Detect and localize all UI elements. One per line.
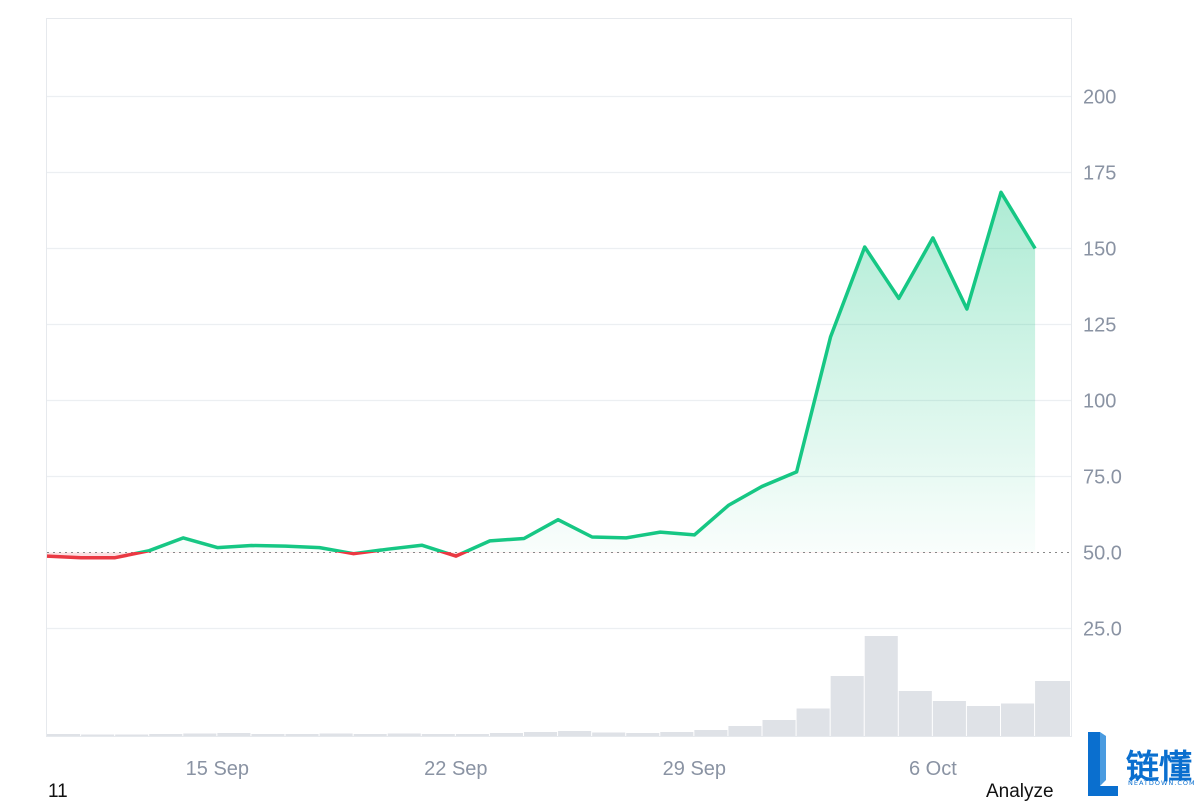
x-tick-label: 22 Sep [424, 758, 487, 780]
volume-bar [1001, 703, 1035, 736]
y-tick-label: 125 [1083, 315, 1116, 337]
area-above-baseline [142, 192, 1036, 552]
price-point [829, 335, 832, 338]
price-point [114, 556, 117, 559]
price-point [1000, 191, 1003, 194]
volume-bar [796, 708, 830, 736]
volume-bar [864, 636, 898, 736]
x-tick-label: 6 Oct [909, 758, 957, 780]
price-point [148, 549, 151, 552]
y-tick-label: 100 [1083, 391, 1116, 413]
price-point [795, 470, 798, 473]
price-point [46, 555, 49, 558]
price-point [523, 537, 526, 540]
y-tick-label: 200 [1083, 87, 1116, 109]
price-point [80, 556, 83, 559]
volume-bar [558, 731, 592, 736]
price-point [965, 307, 968, 310]
volume-bar [592, 732, 626, 736]
price-point [727, 504, 730, 507]
price-point [761, 485, 764, 488]
price-point [931, 236, 934, 239]
price-point [659, 531, 662, 534]
price-point [420, 544, 423, 547]
logo-subtext: NEATDOWN.COM [1128, 779, 1196, 787]
y-tick-label: 175 [1083, 163, 1116, 185]
volume-bar [81, 734, 115, 736]
volume-bar [387, 733, 421, 736]
price-lines [46, 190, 1037, 560]
price-point [625, 536, 628, 539]
price-point [591, 535, 594, 538]
volume-bar [251, 734, 285, 736]
price-point [488, 539, 491, 542]
volume-bar [149, 734, 183, 736]
x-axis: 15 Sep 22 Sep 29 Sep 6 Oct [186, 758, 958, 780]
price-point [318, 546, 321, 549]
volume-bar [694, 730, 728, 736]
volume-bar [285, 734, 319, 736]
price-areas [47, 192, 1036, 558]
x-tick-label: 29 Sep [663, 758, 726, 780]
footer-left-label: 11 [48, 781, 68, 802]
y-tick-label: 25.0 [1083, 619, 1122, 641]
volume-bar [421, 734, 455, 736]
analyze-link[interactable]: Analyze [986, 781, 1054, 802]
volume-bar [898, 691, 932, 736]
y-axis: 200 175 150 125 100 75.0 50.0 25.0 [1083, 87, 1122, 641]
price-point [863, 245, 866, 248]
volume-bar [524, 732, 558, 736]
y-tick-label: 75.0 [1083, 467, 1122, 489]
volume-bar [1035, 681, 1070, 736]
price-point [284, 545, 287, 548]
price-point [693, 533, 696, 536]
volume-bar [353, 734, 387, 736]
x-tick-label: 15 Sep [186, 758, 249, 780]
volume-bar [660, 732, 694, 736]
volume-bar [183, 733, 217, 736]
price-point [1034, 247, 1037, 250]
price-point [557, 518, 560, 521]
logo-l-icon [1088, 732, 1118, 796]
volume-bar [115, 734, 149, 736]
price-point [182, 536, 185, 539]
volume-bar [762, 720, 796, 736]
price-point [352, 552, 355, 555]
volume-bar [728, 726, 762, 736]
volume-bar [966, 706, 1000, 736]
volume-bars [47, 636, 1070, 736]
volume-bar [217, 733, 251, 736]
price-line-up [134, 190, 1037, 552]
volume-bar [319, 733, 353, 736]
price-point [250, 544, 253, 547]
volume-bar [455, 734, 489, 736]
y-tick-label: 50.0 [1083, 543, 1122, 565]
volume-bar [626, 733, 660, 736]
volume-bar [489, 733, 523, 736]
volume-bar [932, 701, 966, 736]
volume-bar [47, 734, 81, 736]
y-tick-label: 150 [1083, 239, 1116, 261]
price-point [216, 546, 219, 549]
price-point [454, 555, 457, 558]
volume-bar [830, 676, 864, 736]
price-point [897, 297, 900, 300]
logo-text: 链懂 [1126, 747, 1192, 786]
watermark-logo [1084, 728, 1200, 800]
price-point [386, 548, 389, 551]
